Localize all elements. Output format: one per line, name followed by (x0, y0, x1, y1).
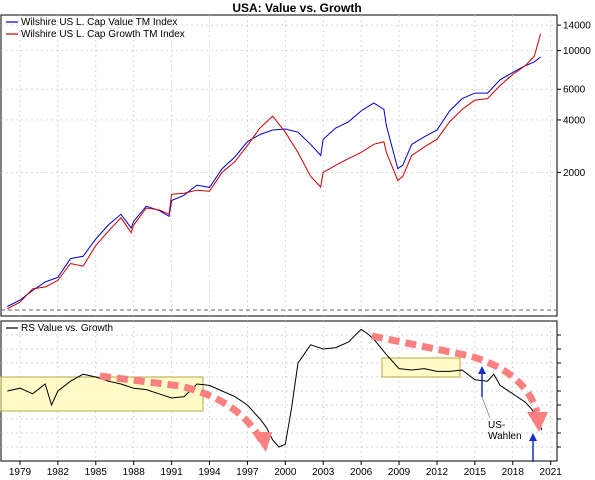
legend-label-value: Wilshire US L. Cap Value TM Index (21, 17, 177, 28)
x-tick-label: 2009 (388, 467, 411, 478)
annotation-leader (481, 396, 491, 419)
x-tick-label: 2006 (350, 467, 373, 478)
trend-arrow-2-head (527, 412, 548, 432)
y-tick-label: 2000 (563, 168, 586, 179)
x-tick-label: 1991 (160, 467, 183, 478)
x-axis: 1979 1982 1985 1988 1991 1994 1997 2000 2003 2006… (9, 461, 562, 478)
y-tick-label: 10000 (563, 46, 591, 57)
x-tick-label: 1982 (47, 467, 70, 478)
x-tick-label: 1997 (236, 467, 259, 478)
trend-arrow-2 (371, 332, 541, 414)
lower-panel: US- Wahlen RS Value vs. Growth (0, 320, 561, 462)
annotation-us: US- (488, 420, 505, 431)
election-arrow-2020-head (529, 433, 537, 441)
x-tick-label: 2012 (426, 467, 449, 478)
x-tick-label: 1985 (85, 467, 108, 478)
x-tick-label: 1979 (9, 467, 32, 478)
x-tick-label: 2018 (502, 467, 525, 478)
trend-arrow-1-head (252, 432, 272, 452)
election-arrow-2016-head (478, 366, 486, 374)
series-line-value (7, 56, 541, 307)
annotation-wahlen: Wahlen (488, 431, 522, 442)
x-tick-label: 2021 (540, 467, 563, 478)
y-tick-label: 4000 (563, 115, 586, 126)
series-line-growth (7, 33, 542, 310)
upper-plot-area (0, 14, 558, 317)
upper-gridlines (1, 15, 557, 316)
upper-panel: 2000 4000 6000 10000 14000 Wilshire US L. Ca… (0, 14, 591, 317)
y-tick-label: 6000 (563, 85, 586, 96)
range-box-2010s (381, 357, 461, 378)
x-tick-label: 1988 (123, 467, 146, 478)
upper-legend: Wilshire US L. Cap Value TM Index Wilshi… (6, 17, 185, 40)
legend-label-rs: RS Value vs. Growth (21, 323, 113, 334)
upper-y-axis: 2000 4000 6000 10000 14000 (557, 21, 591, 179)
x-tick-label: 2015 (464, 467, 487, 478)
x-tick-label: 2000 (274, 467, 297, 478)
x-tick-label: 1994 (198, 467, 221, 478)
lower-y-axis-ticks (557, 334, 561, 448)
chart-title: USA: Value vs. Growth (232, 1, 361, 15)
y-tick-label: 14000 (563, 21, 591, 32)
x-tick-label: 2003 (312, 467, 335, 478)
legend-label-growth: Wilshire US L. Cap Growth TM Index (21, 29, 185, 40)
upper-series (7, 33, 542, 310)
